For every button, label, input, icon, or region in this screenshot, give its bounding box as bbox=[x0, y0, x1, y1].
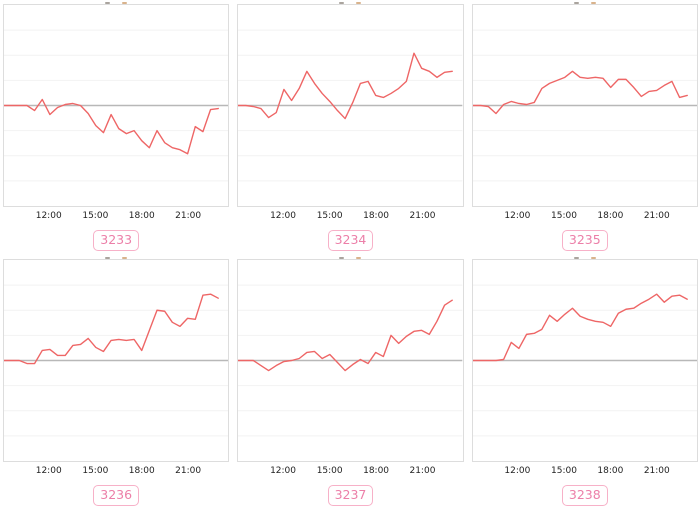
x-tick: 15:00 bbox=[316, 466, 343, 476]
chart-panel bbox=[237, 259, 464, 462]
line-chart bbox=[238, 5, 462, 206]
x-tick: 12:00 bbox=[504, 211, 531, 221]
badge-row: 3236 bbox=[3, 481, 229, 510]
chart-id-badge[interactable]: 3234 bbox=[327, 229, 374, 252]
clipped-chart-title bbox=[237, 0, 463, 4]
x-axis: 12:00 15:00 18:00 21:00 bbox=[237, 207, 463, 226]
x-axis: 12:00 15:00 18:00 21:00 bbox=[472, 207, 698, 226]
clipped-title-fragment bbox=[590, 2, 596, 4]
x-tick: 18:00 bbox=[128, 211, 155, 221]
price-line bbox=[238, 300, 452, 370]
x-axis: 12:00 15:00 18:00 21:00 bbox=[3, 462, 229, 481]
x-tick: 21:00 bbox=[175, 466, 202, 476]
chart-id-badge[interactable]: 3238 bbox=[561, 484, 608, 507]
clipped-title-fragment bbox=[590, 257, 596, 259]
chart-id-badge[interactable]: 3237 bbox=[327, 484, 374, 507]
x-tick: 18:00 bbox=[597, 211, 624, 221]
x-tick: 15:00 bbox=[551, 211, 577, 221]
clipped-title-fragment bbox=[356, 2, 362, 4]
clipped-title-fragment bbox=[122, 257, 128, 259]
line-chart bbox=[4, 260, 228, 461]
x-tick: 15:00 bbox=[551, 466, 577, 476]
clipped-chart-title bbox=[472, 255, 698, 259]
x-axis: 12:00 15:00 18:00 21:00 bbox=[237, 462, 463, 481]
clipped-chart-title bbox=[472, 0, 698, 4]
price-line bbox=[4, 294, 218, 363]
chart-cell-3234: 12:00 15:00 18:00 21:00 3234 bbox=[237, 0, 464, 255]
chart-cell-3233: 12:00 15:00 18:00 21:00 3233 bbox=[3, 0, 230, 255]
chart-panel bbox=[3, 4, 230, 207]
x-tick: 21:00 bbox=[409, 211, 436, 221]
chart-id-badge[interactable]: 3236 bbox=[93, 484, 140, 507]
chart-cell-3236: 12:00 15:00 18:00 21:00 3236 bbox=[3, 255, 230, 510]
x-tick: 12:00 bbox=[504, 466, 531, 476]
x-axis: 12:00 15:00 18:00 21:00 bbox=[472, 462, 698, 481]
line-chart bbox=[473, 5, 697, 206]
line-chart bbox=[4, 5, 228, 206]
chart-panel bbox=[471, 4, 698, 207]
x-tick: 18:00 bbox=[597, 466, 624, 476]
x-tick: 15:00 bbox=[82, 466, 109, 476]
chart-cell-3235: 12:00 15:00 18:00 21:00 3235 bbox=[471, 0, 698, 255]
price-line bbox=[473, 71, 687, 113]
chart-panel bbox=[3, 259, 230, 462]
x-tick: 21:00 bbox=[643, 211, 670, 221]
badge-row: 3234 bbox=[237, 226, 463, 255]
clipped-title-fragment bbox=[356, 257, 362, 259]
clipped-title-fragment bbox=[573, 2, 579, 4]
chart-id-badge[interactable]: 3235 bbox=[561, 229, 608, 252]
chart-id-badge[interactable]: 3233 bbox=[93, 229, 140, 252]
chart-panel bbox=[237, 4, 464, 207]
chart-cell-3238: 12:00 15:00 18:00 21:00 3238 bbox=[471, 255, 698, 510]
x-axis: 12:00 15:00 18:00 21:00 bbox=[3, 207, 229, 226]
x-tick: 21:00 bbox=[409, 466, 436, 476]
clipped-chart-title bbox=[3, 255, 229, 259]
chart-panel bbox=[471, 259, 698, 462]
x-tick: 12:00 bbox=[35, 466, 62, 476]
x-tick: 12:00 bbox=[35, 211, 62, 221]
x-tick: 15:00 bbox=[82, 211, 109, 221]
line-chart bbox=[473, 260, 697, 461]
badge-row: 3238 bbox=[472, 481, 698, 510]
badge-row: 3237 bbox=[237, 481, 463, 510]
x-tick: 21:00 bbox=[175, 211, 202, 221]
badge-row: 3235 bbox=[472, 226, 698, 255]
clipped-title-fragment bbox=[339, 257, 345, 259]
x-tick: 18:00 bbox=[363, 211, 390, 221]
chart-cell-3237: 12:00 15:00 18:00 21:00 3237 bbox=[237, 255, 464, 510]
clipped-title-fragment bbox=[105, 257, 111, 259]
clipped-chart-title bbox=[3, 0, 229, 4]
price-line bbox=[473, 294, 687, 360]
clipped-chart-title bbox=[237, 255, 463, 259]
clipped-title-fragment bbox=[573, 257, 579, 259]
clipped-title-fragment bbox=[122, 2, 128, 4]
x-tick: 21:00 bbox=[643, 466, 670, 476]
clipped-title-fragment bbox=[105, 2, 111, 4]
line-chart bbox=[238, 260, 462, 461]
clipped-title-fragment bbox=[339, 2, 345, 4]
price-line bbox=[238, 53, 452, 118]
x-tick: 15:00 bbox=[316, 211, 343, 221]
x-tick: 12:00 bbox=[270, 466, 296, 476]
x-tick: 12:00 bbox=[270, 211, 296, 221]
x-tick: 18:00 bbox=[128, 466, 155, 476]
badge-row: 3233 bbox=[3, 226, 229, 255]
x-tick: 18:00 bbox=[363, 466, 390, 476]
price-line bbox=[4, 99, 218, 153]
